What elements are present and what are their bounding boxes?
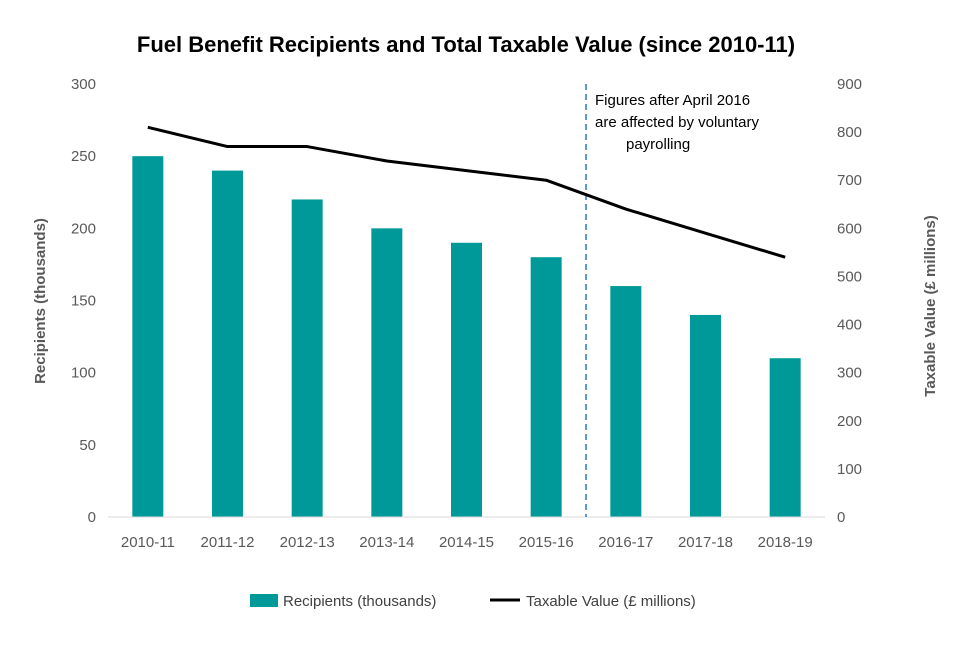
annotation: Figures after April 2016 are affected by… (595, 92, 759, 153)
bar-2013-14 (371, 228, 402, 517)
y2-tick-label: 900 (837, 76, 862, 93)
chart-title: Fuel Benefit Recipients and Total Taxabl… (137, 32, 795, 57)
legend-label-recipients: Recipients (thousands) (283, 593, 436, 610)
annotation-line-3: payrolling (626, 136, 690, 153)
y-tick-label: 0 (88, 509, 96, 526)
annotation-line-1: Figures after April 2016 (595, 92, 750, 109)
x-tick-label: 2014-15 (439, 534, 494, 551)
y-tick-label: 150 (71, 293, 96, 310)
y2-tick-label: 200 (837, 413, 862, 430)
legend-label-taxable-value: Taxable Value (£ millions) (526, 593, 696, 610)
bar-2014-15 (451, 243, 482, 517)
x-axis: 2010-11 2011-12 2012-13 2013-14 2014-15 2015-… (108, 517, 825, 551)
x-tick-label: 2010-11 (121, 534, 175, 551)
x-tick-label: 2016-17 (598, 534, 653, 551)
bar-2012-13 (292, 199, 323, 517)
x-tick-label: 2012-13 (280, 534, 335, 551)
y-tick-label: 50 (79, 437, 96, 454)
x-tick-label: 2011-12 (201, 534, 255, 551)
y2-tick-label: 700 (837, 172, 862, 189)
y-tick-label: 300 (71, 76, 96, 93)
left-axis: 0 50 100 150 200 250 300 (71, 76, 96, 526)
y-tick-label: 200 (71, 220, 96, 237)
bar-2010-11 (132, 156, 163, 517)
y-axis-title: Recipients (thousands) (32, 218, 49, 384)
y2-tick-label: 800 (837, 124, 862, 141)
x-tick-label: 2017-18 (678, 534, 733, 551)
bar-2015-16 (531, 257, 562, 517)
bar-2018-19 (770, 358, 801, 517)
y2-tick-label: 400 (837, 317, 862, 334)
legend-swatch-recipients (250, 594, 278, 607)
bar-2016-17 (610, 286, 641, 517)
y2-tick-label: 100 (837, 461, 862, 478)
y-tick-label: 100 (71, 365, 96, 382)
x-tick-label: 2015-16 (519, 534, 574, 551)
bar-2017-18 (690, 315, 721, 517)
y2-axis-title: Taxable Value (£ millions) (922, 215, 939, 396)
x-tick-label: 2013-14 (359, 534, 414, 551)
y2-tick-label: 0 (837, 509, 845, 526)
y2-tick-label: 300 (837, 365, 862, 382)
x-tick-label: 2018-19 (758, 534, 813, 551)
y2-tick-label: 500 (837, 268, 862, 285)
bar-2011-12 (212, 171, 243, 517)
annotation-line-2: are affected by voluntary (595, 114, 759, 131)
right-axis: 0 100 200 300 400 500 600 700 800 900 (837, 76, 862, 526)
bar-series (132, 156, 800, 517)
y2-tick-label: 600 (837, 220, 862, 237)
legend: Recipients (thousands) Taxable Value (£ … (250, 593, 696, 610)
y-tick-label: 250 (71, 148, 96, 165)
